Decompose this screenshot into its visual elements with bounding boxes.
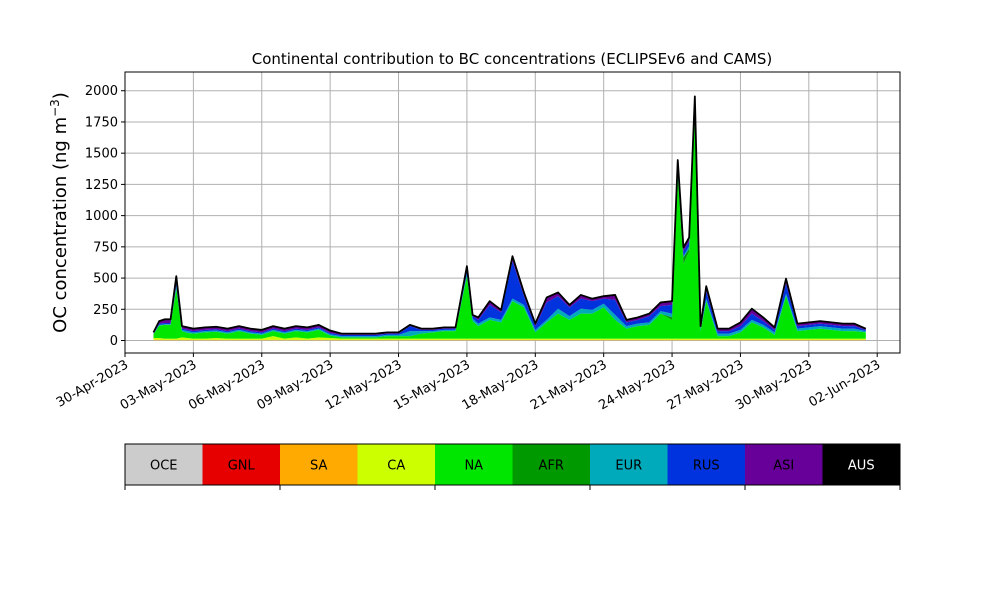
legend-label: SA	[310, 459, 327, 474]
legend-label: GNL	[228, 459, 256, 474]
stacked-areas	[153, 96, 865, 340]
x-tick-label: 24-May-2023	[596, 357, 678, 413]
y-tick-label: 2000	[85, 84, 118, 99]
x-axis: 30-Apr-202303-May-202306-May-202309-May-…	[54, 353, 883, 413]
y-tick-label: 1750	[85, 115, 118, 130]
x-tick-label: 06-May-2023	[186, 357, 268, 413]
x-tick-label: 15-May-2023	[391, 357, 473, 413]
y-tick-label: 1000	[85, 209, 118, 224]
y-tick-label: 0	[110, 334, 118, 349]
y-tick-label: 500	[93, 272, 118, 287]
y-tick-label: 1500	[85, 147, 118, 162]
legend-label: AUS	[848, 459, 875, 474]
x-tick-label: 27-May-2023	[665, 357, 747, 413]
legend-label: AFR	[539, 459, 564, 474]
y-tick-label: 750	[93, 240, 118, 255]
legend-label: NA	[464, 459, 483, 474]
legend-label: CA	[387, 459, 405, 474]
y-axis-label-main: OC concentration (ng m	[50, 117, 71, 333]
x-tick-label: 21-May-2023	[528, 357, 610, 413]
y-axis-label-exponent: −3	[48, 99, 62, 117]
y-tick-label: 1250	[85, 178, 118, 193]
legend-label: EUR	[615, 459, 642, 474]
area-series-rus	[153, 101, 865, 336]
legend-label: OCE	[150, 459, 178, 474]
y-axis: 0 250 500 750 1000 1250 1500 1750 2000	[85, 84, 125, 349]
y-axis-label-close: )	[50, 92, 71, 99]
y-tick-label: 250	[93, 303, 118, 318]
chart-title: Continental contribution to BC concentra…	[252, 50, 773, 68]
x-tick-label: 03-May-2023	[118, 357, 200, 413]
y-axis-label: OC concentration (ng m−3)	[48, 92, 71, 333]
x-tick-label: 30-May-2023	[733, 357, 815, 413]
x-tick-label: 09-May-2023	[254, 357, 336, 413]
x-tick-label: 18-May-2023	[460, 357, 542, 413]
legend-label: ASI	[773, 459, 794, 474]
legend-colorbar: OCE GNL SA CA NA AFR EUR RUS ASI AUS	[125, 444, 901, 490]
legend-label: RUS	[693, 459, 720, 474]
x-tick-label: 12-May-2023	[323, 357, 405, 413]
x-tick-label: 02-Jun-2023	[806, 357, 883, 410]
